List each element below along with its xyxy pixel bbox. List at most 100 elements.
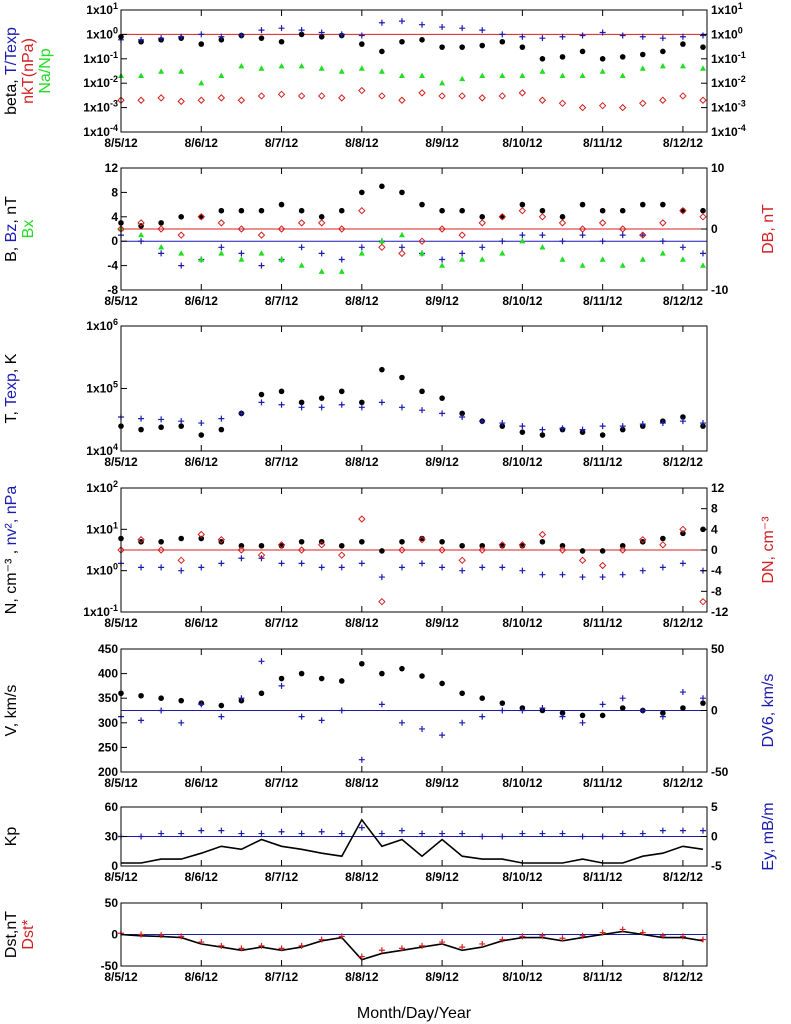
diamond-point — [237, 546, 246, 554]
plus-point — [298, 560, 305, 567]
plus-point — [218, 713, 225, 720]
plus-point — [358, 404, 365, 411]
dot-point — [660, 710, 666, 716]
plus-point — [318, 250, 325, 257]
y-tick-label-left: 1x10-4 — [83, 123, 118, 139]
plus-point — [318, 564, 325, 571]
dot-point — [419, 201, 425, 208]
panel-p7: 8/5/12 8/6/12 8/7/12 8/8/12 8/9/12 8/10/12 8/1… — [3, 896, 708, 984]
dot-point — [238, 207, 245, 214]
triangle-point — [138, 72, 145, 79]
triangle-point — [338, 68, 345, 74]
x-tick-label: 8/11/12 — [583, 970, 623, 984]
dot-point — [439, 680, 445, 687]
diamond-point — [438, 225, 446, 233]
plus-point — [158, 932, 165, 939]
plus-point — [358, 953, 365, 960]
dot-point — [298, 399, 305, 406]
dot-point — [660, 48, 666, 55]
dot-point — [459, 207, 465, 214]
plus-point — [679, 933, 686, 940]
plus-point — [519, 830, 526, 837]
diamond-point — [297, 546, 306, 554]
plus-point — [459, 413, 466, 420]
x-tick-label: 8/7/12 — [265, 970, 299, 984]
diamond-point — [498, 92, 507, 100]
plus-point — [198, 701, 205, 708]
diamond-point — [518, 541, 527, 549]
plus-point — [258, 658, 265, 665]
dot-point — [700, 44, 706, 50]
diamond-point — [177, 97, 185, 106]
diamond-point — [679, 525, 687, 534]
x-tick-label: 8/8/12 — [345, 294, 379, 308]
plus-point — [378, 399, 385, 406]
plus-point — [659, 713, 666, 720]
dot-point — [599, 432, 606, 438]
dot-point — [359, 399, 365, 406]
plus-point — [298, 244, 305, 251]
dot-point — [359, 538, 365, 545]
diamond-point — [438, 92, 446, 100]
y-axis-label-right: DV6, km/s — [760, 674, 777, 748]
dot-point — [258, 690, 265, 697]
diamond-point — [699, 597, 707, 606]
diamond-point — [197, 213, 205, 221]
plus-point — [439, 256, 446, 263]
plus-point — [258, 830, 265, 837]
plus-point — [679, 418, 686, 425]
dot-point — [599, 548, 606, 554]
plot-frame — [120, 325, 708, 452]
plus-point — [599, 701, 606, 708]
triangle-point — [539, 244, 546, 250]
plus-point — [619, 423, 626, 430]
plus-point — [499, 707, 506, 714]
plus-point — [419, 560, 426, 567]
plus-point — [459, 567, 466, 574]
dot-point — [499, 423, 506, 429]
x-tick-label: 8/5/12 — [104, 776, 138, 790]
y-tick-label-left: 12 — [105, 161, 119, 175]
y-tick-label-left: 200 — [98, 765, 118, 779]
diamond-point — [137, 219, 145, 227]
plus-point — [479, 244, 486, 251]
dot-point — [419, 37, 425, 43]
dot-point — [479, 542, 486, 549]
plus-point — [559, 935, 566, 942]
series-plus-blue — [118, 555, 706, 581]
diamond-point — [217, 94, 226, 102]
plus-point — [699, 32, 706, 39]
x-tick-label: 8/12/12 — [663, 970, 703, 984]
y-axis-label-left-2: nkT(nPa) — [20, 38, 37, 104]
diamond-point — [317, 219, 326, 227]
dot-point — [539, 56, 546, 62]
diamond-point — [358, 206, 366, 215]
diamond-point — [498, 541, 507, 549]
plus-point — [539, 35, 546, 42]
dot-point — [559, 214, 566, 220]
dot-point — [660, 535, 666, 542]
diamond-point — [699, 96, 707, 104]
series-line — [121, 818, 704, 864]
plus-point — [579, 426, 586, 433]
plus-point — [258, 27, 265, 34]
series-triangle-green — [118, 62, 706, 86]
plus-point — [318, 404, 325, 411]
x-tick-label: 8/9/12 — [425, 136, 459, 150]
series-dot-black — [118, 31, 706, 62]
dot-point — [338, 207, 345, 214]
dot-point — [499, 38, 506, 45]
plus-point — [459, 250, 466, 257]
plus-point — [699, 420, 706, 427]
y-tick-label-left: 450 — [98, 642, 118, 656]
triangle-point — [398, 231, 405, 238]
diamond-point — [378, 243, 386, 252]
diamond-point — [197, 530, 205, 539]
diamond-point — [538, 96, 547, 104]
triangle-point — [519, 238, 526, 244]
dot-point — [579, 201, 586, 208]
plus-point — [178, 33, 185, 40]
dot-point — [680, 530, 686, 537]
dot-point — [499, 542, 506, 549]
plus-point — [138, 36, 145, 43]
